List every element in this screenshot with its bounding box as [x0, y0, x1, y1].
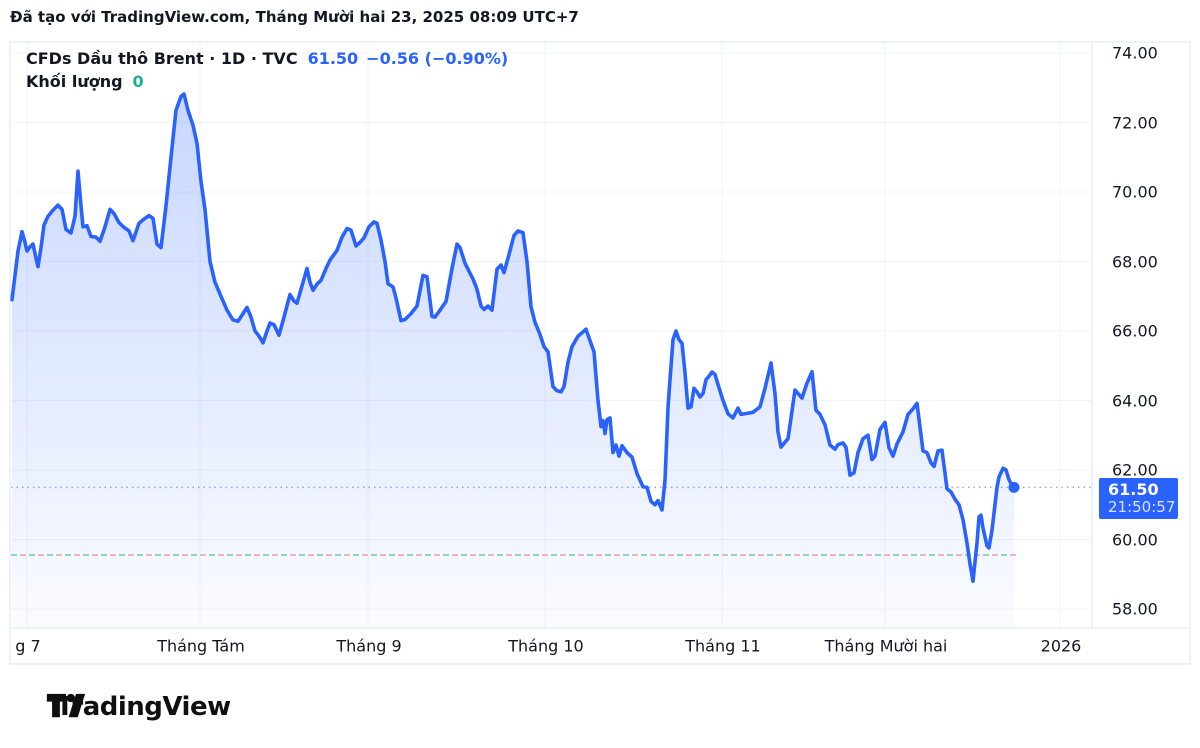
price-scale-label: 64.00 — [1112, 391, 1158, 410]
time-scale-label: 2026 — [1040, 636, 1082, 656]
current-price-label: 61.50 21:50:57 — [1099, 478, 1178, 519]
price-scale-label: 72.00 — [1112, 113, 1158, 132]
chart-legend: CFDs Dầu thô Brent · 1D · TVC 61.50 −0.56 … — [26, 47, 508, 93]
legend-last-price: 61.50 — [307, 49, 359, 68]
time-scale-label: g 7 — [15, 636, 41, 656]
volume-value: 0 — [132, 72, 144, 91]
brand-name: TradingView — [56, 692, 231, 722]
legend-change: −0.56 (−0.90%) — [366, 49, 509, 68]
bar-countdown: 21:50:57 — [1108, 498, 1176, 516]
price-scale-label: 62.00 — [1112, 460, 1158, 480]
current-price-value: 61.50 — [1108, 480, 1159, 499]
price-scale[interactable]: 74.00 72.00 70.00 68.00 66.00 64.00 62.00 60.00… — [1092, 42, 1190, 628]
time-scale[interactable]: g 7 Tháng Tám Tháng 9 Tháng 10 Tháng 11 Tháng… — [10, 628, 1190, 664]
symbol-title[interactable]: CFDs Dầu thô Brent · 1D · TVC — [26, 49, 298, 68]
tradingview-logo-icon — [46, 693, 86, 718]
legend-volume-row: Khối lượng 0 — [26, 70, 508, 93]
time-scale-label: Tháng 11 — [685, 636, 761, 656]
legend-symbol-row: CFDs Dầu thô Brent · 1D · TVC 61.50 −0.56 … — [26, 47, 508, 70]
price-scale-label: 68.00 — [1112, 252, 1158, 271]
widget-border — [9, 41, 1191, 665]
volume-label: Khối lượng — [26, 72, 123, 91]
attribution-link[interactable]: Đã tạo với TradingView.com, Tháng Mười h… — [10, 8, 579, 26]
last-price-dot — [1008, 481, 1020, 493]
price-scale-label: 74.00 — [1112, 43, 1158, 63]
price-scale-label: 60.00 — [1112, 530, 1158, 549]
time-scale-label: Tháng Mười hai — [824, 636, 948, 656]
time-scale-label: Tháng 9 — [336, 636, 402, 656]
price-line — [10, 92, 1016, 583]
price-scale-label: 66.00 — [1112, 321, 1158, 341]
price-scale-label: 70.00 — [1112, 182, 1158, 202]
time-scale-label: Tháng 10 — [508, 636, 584, 656]
time-scale-label: Tháng Tám — [157, 636, 245, 656]
price-scale-label: 58.00 — [1112, 599, 1158, 619]
area-fill — [12, 94, 1014, 628]
tradingview-logo[interactable]: TradingView — [46, 692, 231, 722]
